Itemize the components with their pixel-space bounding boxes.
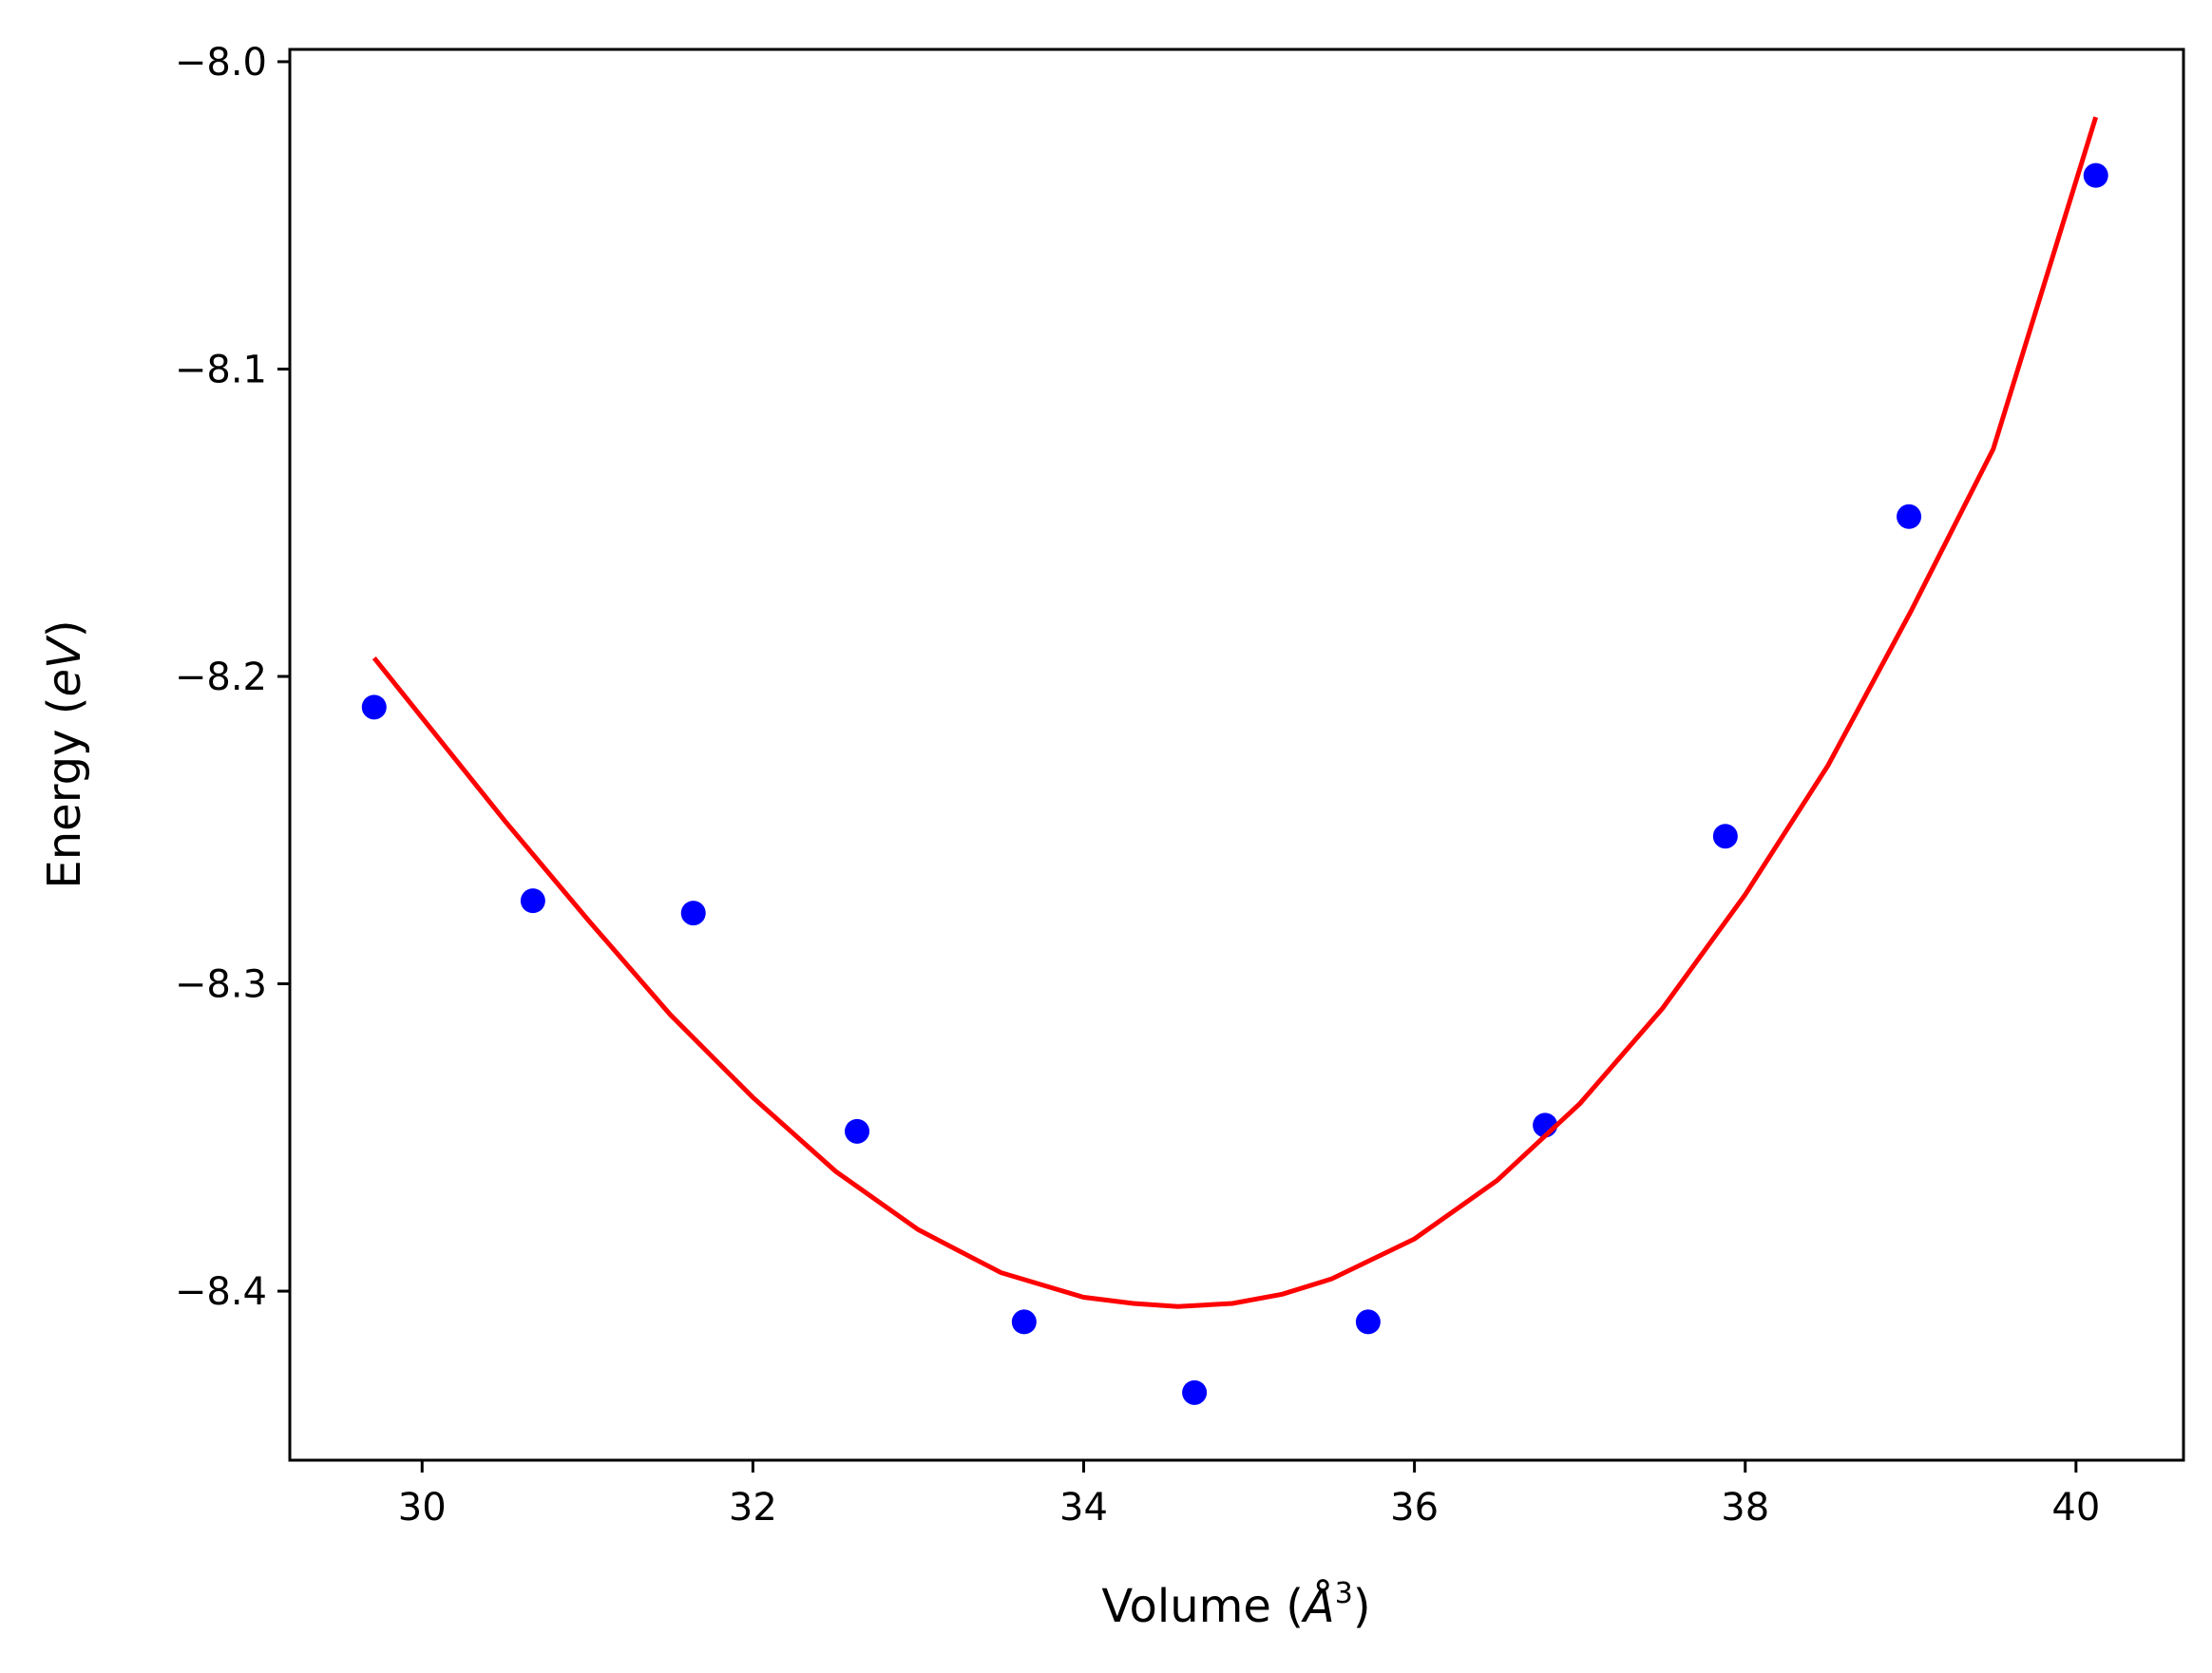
data-point: [1011, 1309, 1037, 1335]
y-axis-label: Energy (eV): [38, 619, 91, 888]
y-tick-label: −8.1: [175, 348, 267, 391]
x-tick-label: 34: [1059, 1486, 1108, 1530]
x-tick-label: 38: [1721, 1486, 1769, 1530]
plot-marks: [361, 116, 2108, 1405]
data-point: [1182, 1379, 1208, 1405]
data-point: [1712, 824, 1738, 849]
data-point: [845, 1118, 870, 1144]
data-point: [1355, 1309, 1381, 1335]
y-tick-label: −8.4: [175, 1270, 267, 1314]
data-point: [1897, 504, 1922, 529]
y-tick-label: −8.0: [175, 41, 267, 85]
y-tick-label: −8.2: [175, 656, 267, 699]
y-tick-label: −8.3: [175, 963, 267, 1007]
data-point: [2083, 162, 2108, 188]
x-axis-label: Volume (Å3): [1101, 1577, 1370, 1633]
x-tick-label: 36: [1390, 1486, 1439, 1530]
data-point: [361, 694, 387, 720]
data-point: [520, 888, 545, 914]
fit-curve: [372, 116, 2099, 1309]
x-tick-label: 32: [729, 1486, 777, 1530]
data-point: [680, 901, 706, 926]
x-tick-label: 30: [398, 1486, 447, 1530]
plot-frame: [288, 48, 2185, 1462]
x-tick-label: 40: [2051, 1486, 2100, 1530]
y-axis-ticks: −8.4 −8.3 −8.2 −8.1 −8.0: [175, 41, 290, 1314]
x-axis-ticks: 30 32 34 36 38 40: [398, 1460, 2100, 1530]
